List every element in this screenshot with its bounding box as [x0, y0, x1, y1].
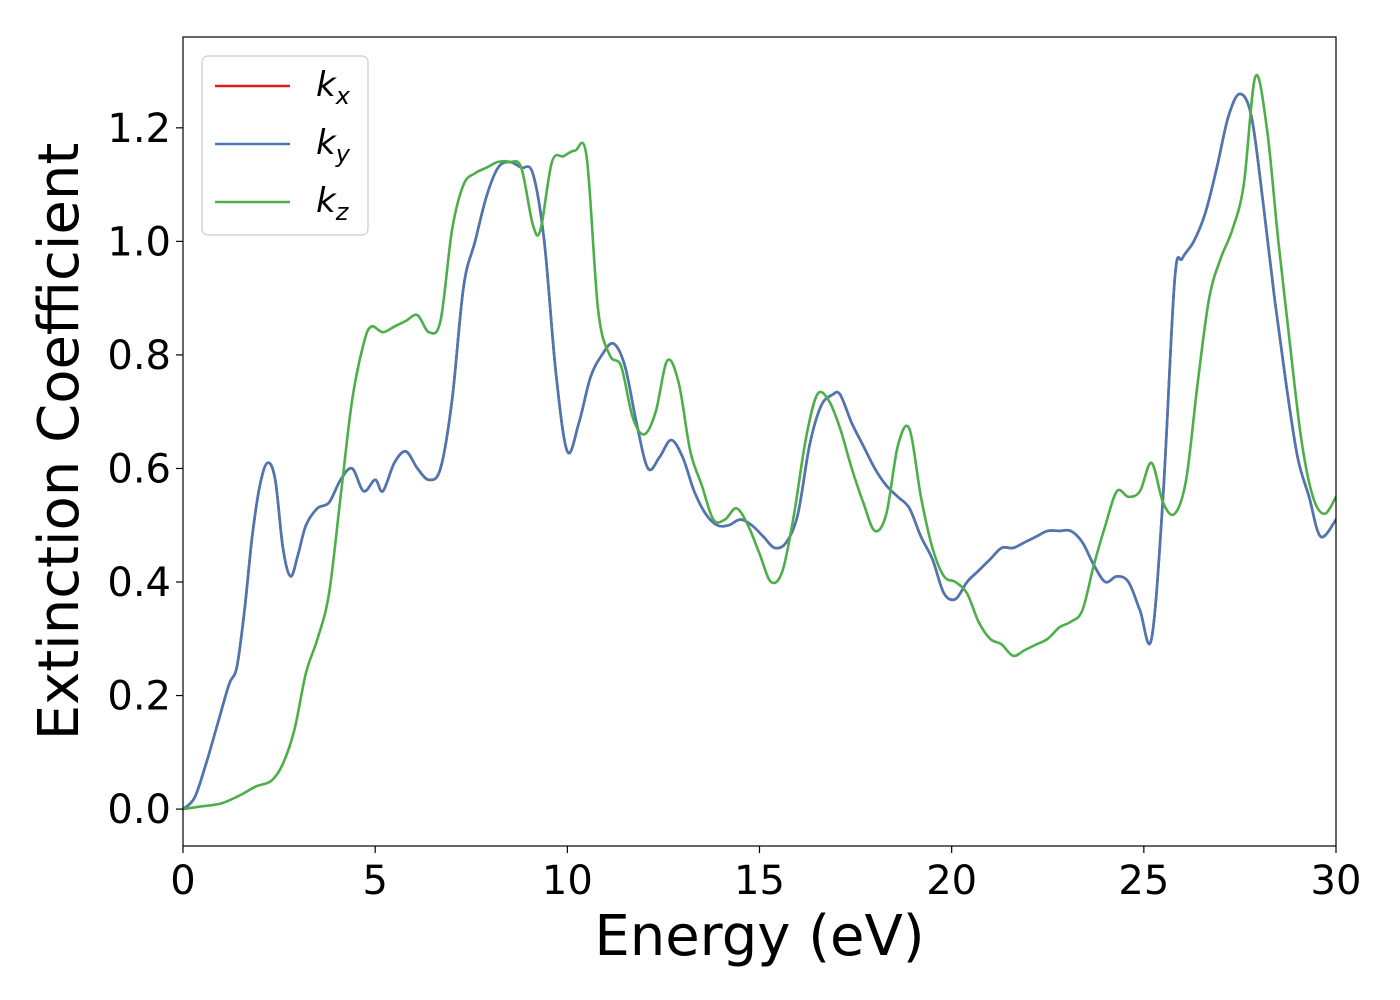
- series-layer: [183, 73, 1336, 811]
- x-tick-label: 30: [1311, 858, 1362, 904]
- x-axis-label: Energy (eV): [594, 904, 924, 969]
- y-tick-label: 0.0: [107, 787, 171, 833]
- x-axis-ticks: 0 5 10 15 20 25 30: [170, 846, 1361, 904]
- x-tick-label: 5: [362, 858, 387, 904]
- y-tick-label: 1.2: [107, 106, 171, 152]
- x-tick-label: 15: [734, 858, 785, 904]
- x-tick-label: 25: [1118, 858, 1169, 904]
- y-tick-label: 0.2: [107, 674, 171, 720]
- legend-label-kz: kz: [316, 181, 350, 226]
- x-tick-label: 10: [542, 858, 593, 904]
- series-line-kz: [183, 73, 1336, 811]
- y-tick-label: 1.0: [107, 219, 171, 265]
- legend-label-kx: kx: [316, 65, 351, 110]
- y-tick-label: 0.4: [107, 560, 171, 606]
- y-tick-label: 0.6: [107, 446, 171, 492]
- y-axis-ticks: 0.0 0.2 0.4 0.6 0.8 1.0 1.2: [107, 106, 183, 833]
- legend-box: [201, 55, 369, 236]
- legend-label-ky: ky: [316, 123, 351, 168]
- y-tick-label: 0.8: [107, 333, 171, 379]
- legend: kx ky kz: [201, 55, 369, 236]
- x-tick-label: 20: [926, 858, 977, 904]
- y-axis-label: Extinction Coefficient: [27, 143, 92, 741]
- x-tick-label: 0: [170, 858, 195, 904]
